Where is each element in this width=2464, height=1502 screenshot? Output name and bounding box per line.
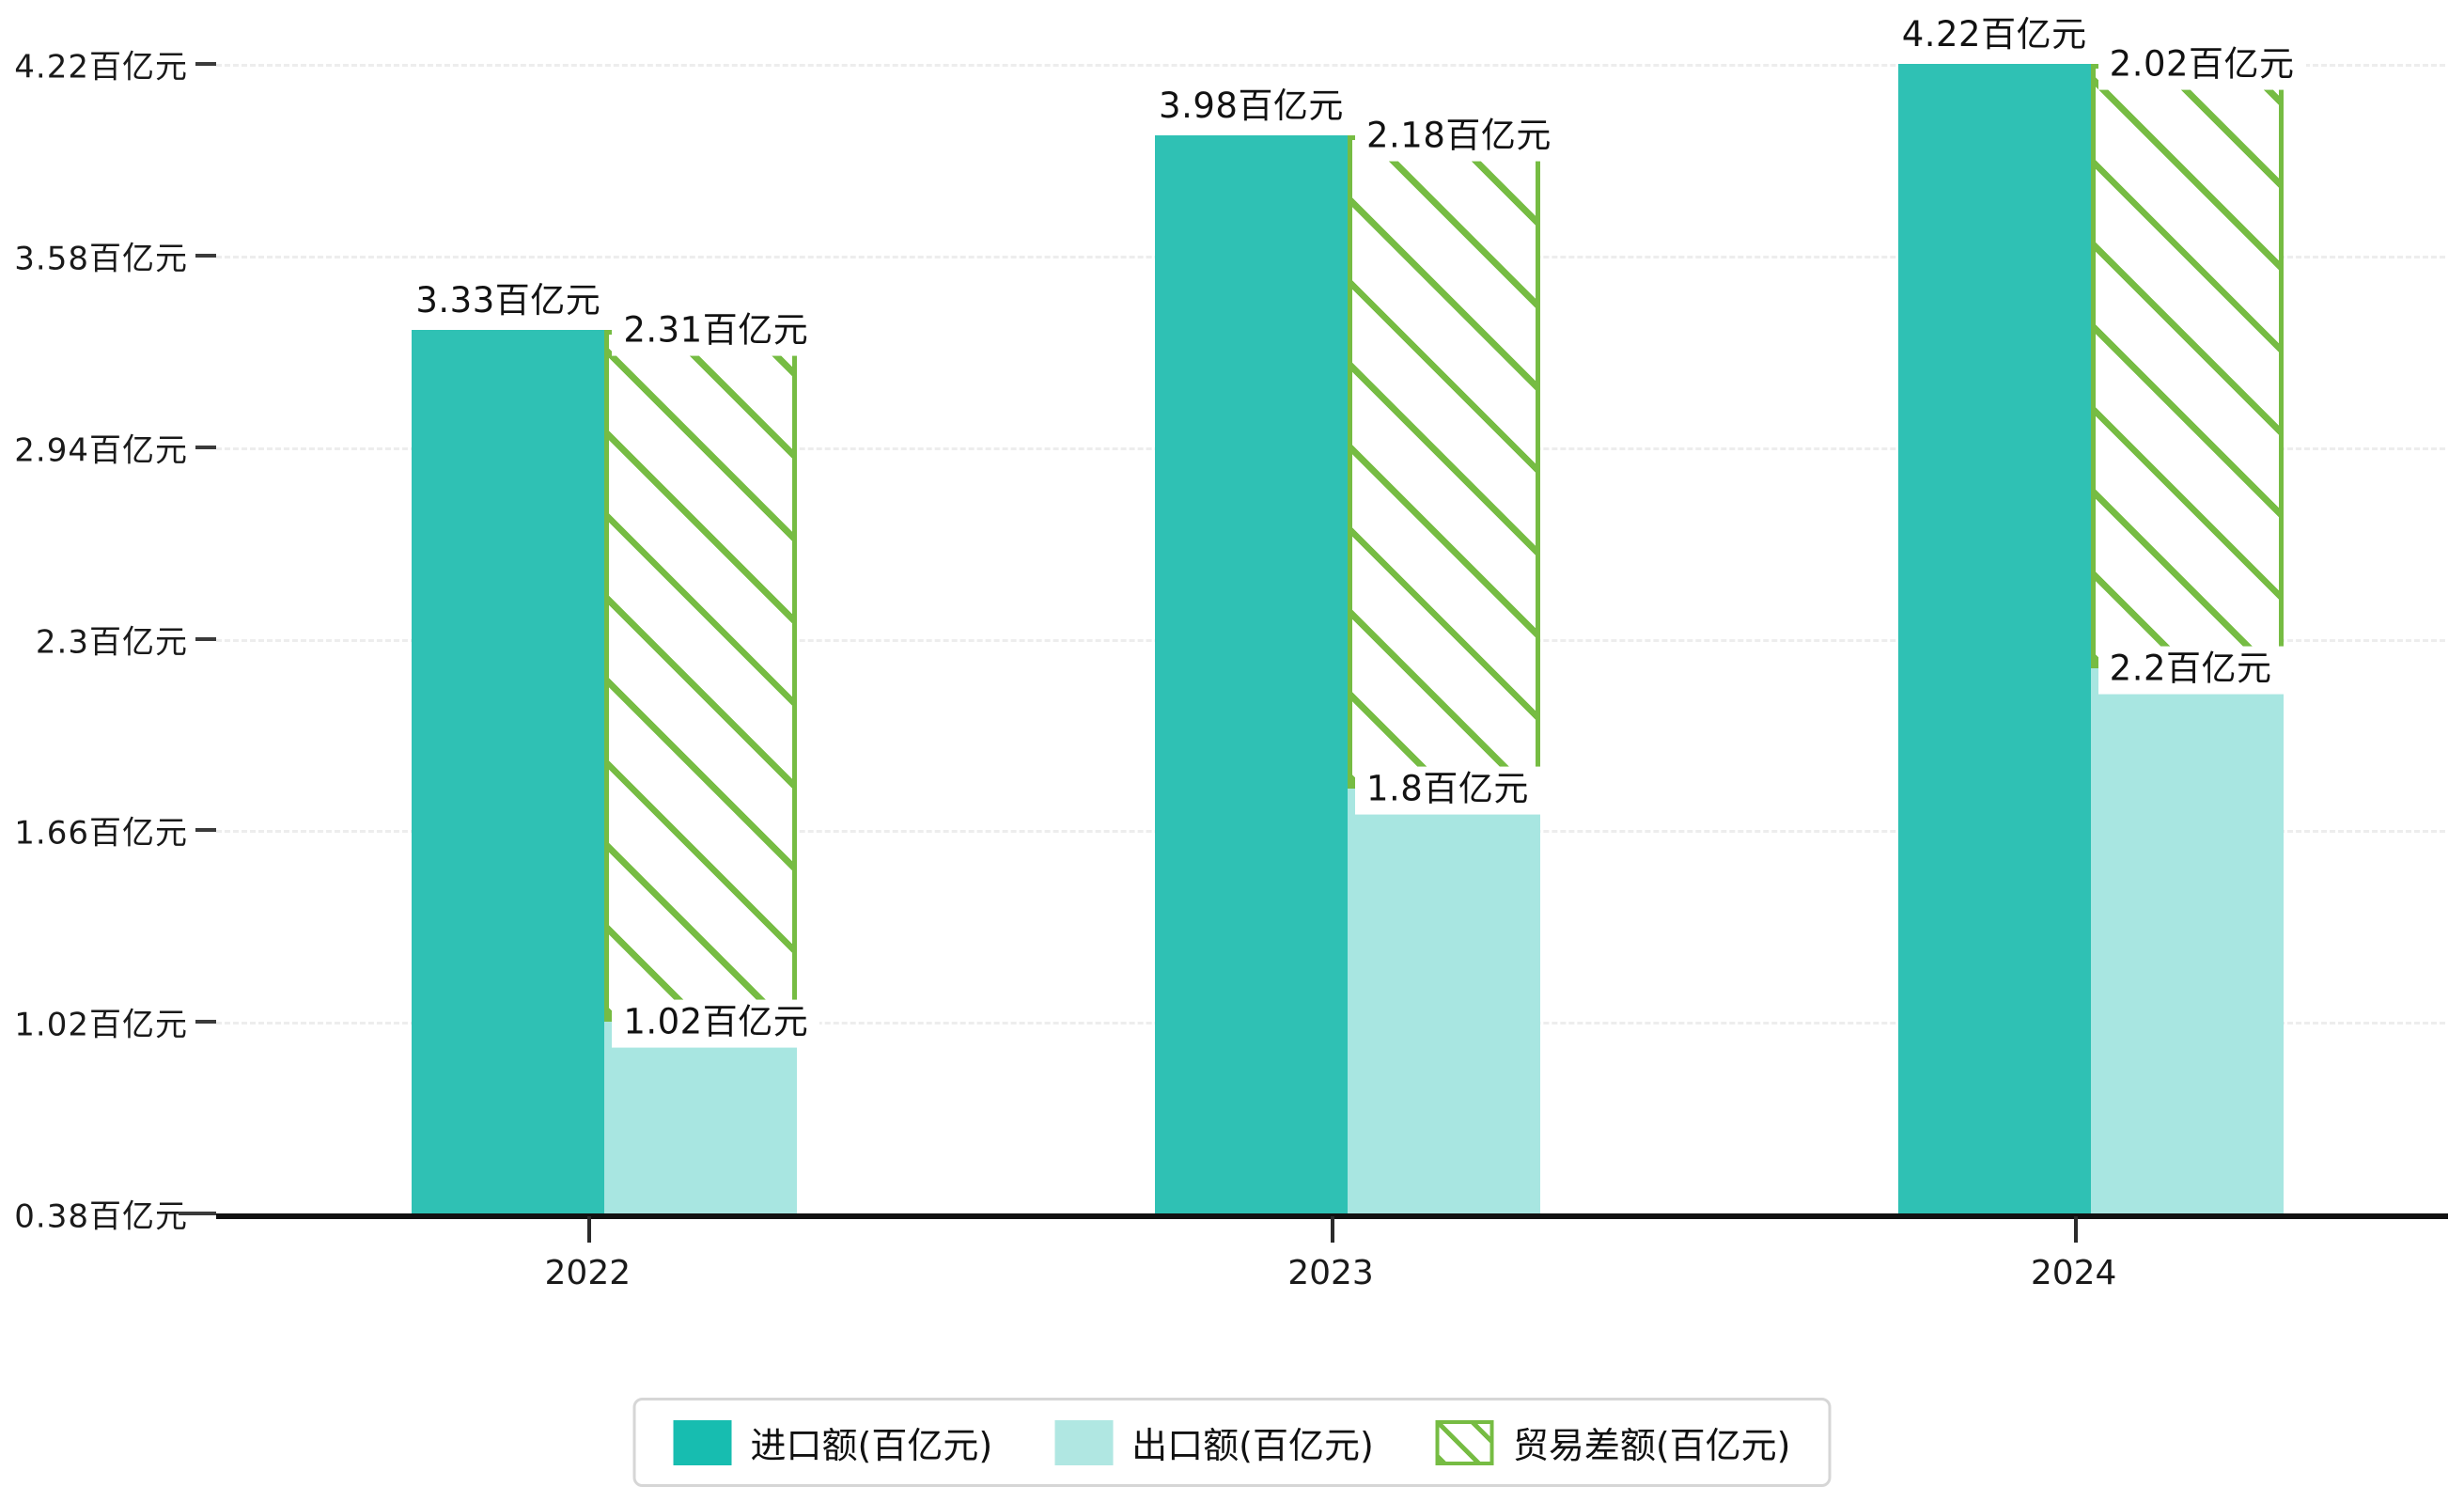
value-label-trade-balance: 2.31百亿元: [612, 308, 820, 356]
value-label-trade-balance: 2.02百亿元: [2098, 41, 2306, 90]
y-axis-tick-label: 3.58百亿元: [14, 240, 188, 278]
y-axis-tick-mark: [195, 636, 216, 641]
y-axis-tick-label: 2.3百亿元: [35, 623, 188, 661]
bar-trade-balance[interactable]: [1348, 135, 1540, 789]
bar-trade-balance[interactable]: [604, 330, 798, 1023]
legend-item-1[interactable]: 进口额(百亿元): [673, 1416, 993, 1468]
x-axis-tick-label: 2023: [1287, 1254, 1374, 1292]
y-axis-tick-label: 1.02百亿元: [14, 1006, 188, 1044]
legend-item-label: 贸易差额(百亿元): [1512, 1425, 1791, 1466]
bar-export[interactable]: [604, 1022, 798, 1214]
value-label-export: 2.2百亿元: [2098, 646, 2284, 695]
y-axis-tick-label: 2.94百亿元: [14, 431, 188, 470]
y-axis-tick-mark: [195, 828, 216, 833]
legend-item-label: 出口额(百亿元): [1131, 1425, 1374, 1466]
bar-import[interactable]: [1897, 64, 2091, 1214]
y-axis-tick-mark: [195, 253, 216, 258]
x-axis-tick-label: 2022: [544, 1254, 632, 1292]
legend-item-3[interactable]: 贸易差额(百亿元): [1435, 1416, 1791, 1468]
gridline: [216, 64, 2445, 67]
y-axis-tick-mark: [179, 1212, 216, 1215]
value-label-import: 4.22百亿元: [1890, 12, 2098, 60]
legend-item-label: 进口额(百亿元): [750, 1425, 993, 1466]
import-color-swatch: [673, 1419, 732, 1465]
plot-area: 3.33百亿元 1.02百亿元 2.31百亿元 3.98百亿元 1.8百亿元 2.18百亿…: [216, 0, 2445, 1214]
bar-trade-balance[interactable]: [2090, 64, 2284, 669]
value-label-export: 1.02百亿元: [612, 999, 820, 1048]
bar-import[interactable]: [412, 330, 605, 1214]
export-color-swatch: [1054, 1419, 1114, 1465]
value-label-import: 3.33百亿元: [404, 278, 613, 327]
y-axis-tick-mark: [195, 62, 216, 66]
x-axis-tick-label: 2024: [2030, 1254, 2117, 1292]
trade-balance-hatch-swatch: [1435, 1419, 1494, 1465]
y-axis-tick-mark: [195, 445, 216, 449]
x-axis-tick-mark: [1331, 1216, 1334, 1243]
y-axis-tick-label: 1.66百亿元: [14, 814, 188, 853]
chart-legend[interactable]: 进口额(百亿元) 出口额(百亿元) 贸易差额(百亿元): [632, 1398, 1832, 1487]
value-label-export: 1.8百亿元: [1355, 766, 1540, 815]
y-axis-tick-label: 4.22百亿元: [14, 48, 188, 86]
value-label-trade-balance: 2.18百亿元: [1355, 114, 1563, 162]
y-axis-tick-mark: [195, 1020, 216, 1025]
bar-import[interactable]: [1155, 135, 1348, 1214]
bar-export[interactable]: [1348, 788, 1540, 1214]
bar-export[interactable]: [2090, 668, 2284, 1214]
value-label-import: 3.98百亿元: [1147, 84, 1355, 133]
x-axis-tick-mark: [2073, 1216, 2078, 1243]
y-axis-tick-label: 0.38百亿元: [14, 1197, 188, 1236]
x-axis-tick-mark: [587, 1216, 592, 1243]
legend-item-2[interactable]: 出口额(百亿元): [1054, 1416, 1374, 1468]
